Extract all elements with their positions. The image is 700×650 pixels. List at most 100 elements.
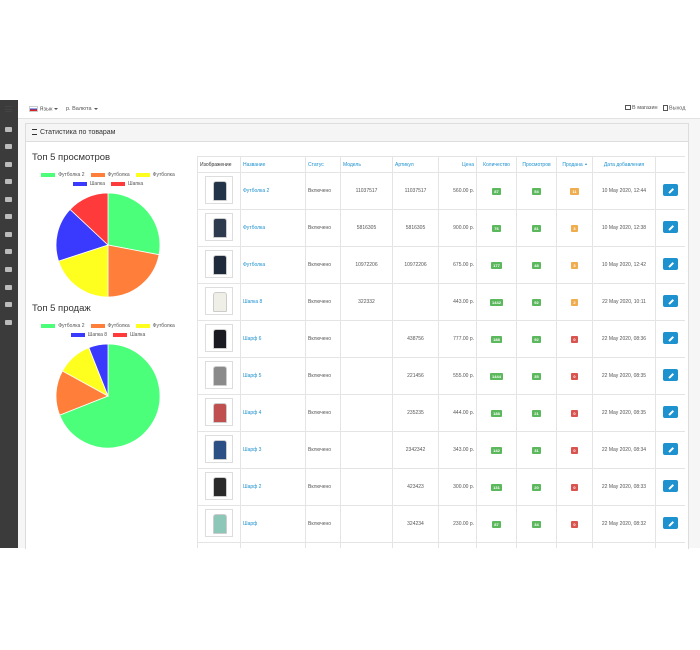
table: Изображение Название Статус Модель Артикул Це… — [197, 156, 685, 548]
edit-button[interactable] — [663, 258, 678, 270]
cell-text: 5816305 — [356, 225, 377, 231]
store-link[interactable]: В магазин — [625, 105, 658, 111]
legend-label: Футболка 2 — [58, 172, 85, 178]
table-cell — [340, 468, 393, 506]
table-cell — [240, 542, 306, 548]
legend-item: Футболка — [90, 172, 130, 178]
column-header[interactable]: Цена — [438, 156, 477, 173]
column-header[interactable]: Дата добавления — [592, 156, 656, 173]
table-row: Шапка 8 Включено 322332 443.00 р. 1442 92 2 22 … — [197, 283, 685, 321]
product-link[interactable]: Шапка 8 — [243, 299, 263, 305]
table-cell: 87 — [476, 172, 517, 210]
product-link[interactable]: Шарф 4 — [243, 410, 262, 416]
product-link[interactable]: Шарф 3 — [243, 447, 262, 453]
cell-text: Включено — [308, 262, 332, 268]
badge: 188 — [491, 335, 502, 343]
edit-button[interactable] — [663, 517, 678, 529]
table-cell: Включено — [305, 394, 341, 432]
edit-button[interactable] — [663, 369, 678, 381]
cell-text: 324234 — [407, 521, 424, 527]
menu-toggle[interactable] — [5, 106, 12, 112]
table-cell: 22 May 2020, 10:11 — [592, 283, 656, 321]
table-cell: 10 May 2020, 12:38 — [592, 209, 656, 247]
column-header[interactable]: Статус — [305, 156, 341, 173]
table-cell: 48 — [516, 246, 557, 284]
edit-button[interactable] — [663, 480, 678, 492]
table-cell — [197, 542, 241, 548]
table-cell: 10972206 — [392, 246, 439, 284]
legend: Футболка 2 Футболка Футболка Шапка Шапка — [33, 172, 183, 187]
edit-button[interactable] — [663, 443, 678, 455]
legend-label: Футболка — [107, 323, 130, 329]
badge: 3 — [571, 261, 578, 269]
column-header[interactable]: Модель — [340, 156, 393, 173]
cell-text: 900.00 р. — [453, 225, 474, 231]
table-row: Шарф 5 Включено 221456 555.00 р. 1444 35 0 22 M… — [197, 357, 685, 395]
table-cell: 10972206 — [340, 246, 393, 284]
table-row-partial — [197, 542, 685, 548]
currency-menu[interactable]: р. Валюта — [66, 106, 98, 112]
column-header[interactable]: Продана — [556, 156, 593, 173]
badge: 31 — [532, 446, 541, 454]
edit-button[interactable] — [663, 332, 678, 344]
column-header[interactable]: Количество — [476, 156, 517, 173]
language-menu[interactable]: Язык — [29, 106, 59, 112]
product-link[interactable]: Шарф 2 — [243, 484, 262, 490]
product-link[interactable]: Футболка — [243, 225, 266, 231]
table-cell — [655, 542, 685, 548]
cell-text: Включено — [308, 188, 332, 194]
chart-title: Топ 5 просмотров — [32, 152, 111, 163]
header-label: Просмотров — [522, 161, 551, 168]
pencil-icon — [668, 372, 674, 378]
column-header[interactable]: Просмотров — [516, 156, 557, 173]
cell-text: 300.00 р. — [453, 484, 474, 490]
action-cell — [655, 209, 685, 247]
pencil-icon — [668, 483, 674, 489]
sort-arrow — [584, 163, 587, 166]
product-link[interactable]: Шарф — [243, 521, 258, 527]
table-cell: 188 — [476, 394, 517, 432]
header-label: Изображение — [200, 161, 232, 168]
edit-button[interactable] — [663, 221, 678, 233]
edit-button[interactable] — [663, 295, 678, 307]
table-cell: 2 — [556, 283, 593, 321]
cell-text: 423423 — [407, 484, 424, 490]
product-link[interactable]: Футболка — [243, 262, 266, 268]
store-label: В магазин — [632, 105, 658, 111]
table-cell: Включено — [305, 320, 341, 358]
cell-text: 343.00 р. — [453, 447, 474, 453]
product-image — [205, 435, 233, 463]
image-cell — [197, 468, 241, 506]
table-cell: 11037517 — [340, 172, 393, 210]
table-cell: Шарф — [240, 505, 306, 543]
table-cell: 900.00 р. — [438, 209, 477, 247]
product-link[interactable]: Шарф 6 — [243, 336, 262, 342]
product-shape — [213, 329, 227, 349]
currency-label: р. Валюта — [66, 106, 92, 112]
badge: 21 — [532, 409, 541, 417]
table-cell: 423423 — [392, 468, 439, 506]
badge: 0 — [571, 483, 578, 491]
column-header[interactable]: Артикул — [392, 156, 439, 173]
edit-button[interactable] — [663, 406, 678, 418]
product-link[interactable]: Шарф 5 — [243, 373, 262, 379]
table-cell: 3 — [556, 246, 593, 284]
product-image — [205, 213, 233, 241]
logout-link[interactable]: Выход — [663, 105, 685, 111]
table-cell — [592, 542, 656, 548]
table-cell: 221456 — [392, 357, 439, 395]
badge: 92 — [532, 298, 541, 306]
table-cell: 777.00 р. — [438, 320, 477, 358]
badge: 35 — [532, 372, 541, 380]
product-image — [205, 398, 233, 426]
table-cell: Включено — [305, 505, 341, 543]
column-header[interactable]: Название — [240, 156, 306, 173]
edit-button[interactable] — [663, 184, 678, 196]
badge: 20 — [532, 483, 541, 491]
product-link[interactable]: Футболка 2 — [243, 188, 270, 194]
table-cell: 22 May 2020, 08:35 — [592, 394, 656, 432]
pie-slice — [59, 343, 161, 449]
cell-text: Включено — [308, 299, 332, 305]
table-cell: 35 — [516, 357, 557, 395]
sidebar — [0, 100, 18, 548]
